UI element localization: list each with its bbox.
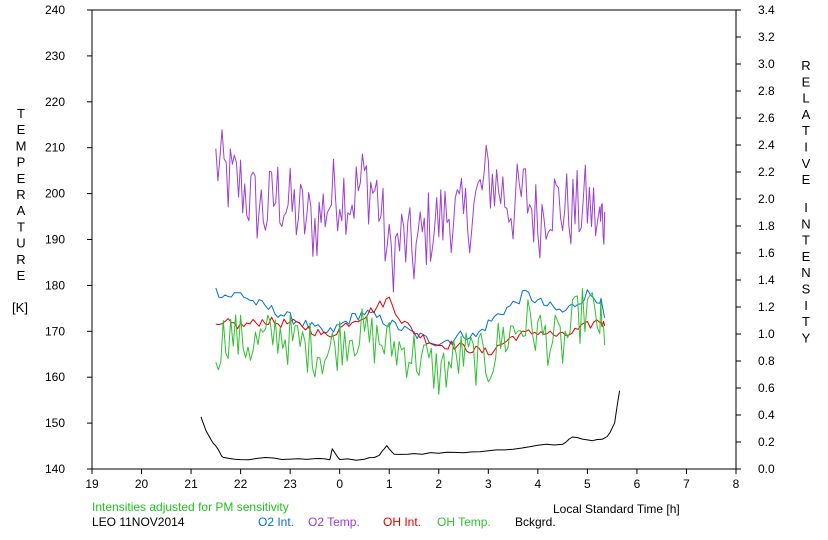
y-right-title-letter: S	[802, 282, 811, 297]
y-left-tick-label: 180	[45, 278, 65, 292]
x-tick-label: 20	[135, 477, 149, 491]
x-tick-label: 0	[336, 477, 343, 491]
y-right-title-letter: E	[802, 74, 811, 89]
x-tick-label: 2	[435, 477, 442, 491]
x-tick-label: 19	[85, 477, 99, 491]
plot-frame	[91, 9, 737, 470]
x-tick-label: 6	[634, 477, 641, 491]
y-right-title-letter: T	[802, 233, 810, 248]
y-left-title-letter: R	[16, 252, 25, 267]
y-right-title-letter: T	[802, 314, 810, 329]
legend-oh-int: OH Int.	[383, 515, 421, 529]
y-left-title-letter: T	[17, 106, 25, 121]
y-left-tick-label: 160	[45, 370, 65, 384]
y-right-tick-label: 2.2	[758, 165, 775, 179]
series-line-o2-temp	[215, 129, 606, 293]
y-left-title-letter: E	[17, 268, 26, 283]
y-right-title-letter: A	[802, 107, 811, 122]
legend-bckgrd: Bckgrd.	[515, 515, 556, 529]
y-right-title-letter: N	[801, 265, 810, 280]
x-tick-label: 5	[584, 477, 591, 491]
y-right-tick-label: 2.8	[758, 84, 775, 98]
y-left-tick-label: 170	[45, 324, 65, 338]
y-left-tick-label: 150	[45, 416, 65, 430]
y-left-title-letter: E	[17, 122, 26, 137]
y-left-title-letter: M	[16, 138, 27, 153]
y-left-title-letter: U	[16, 236, 25, 251]
series-line-oh-temp	[215, 288, 606, 395]
series-line-o2-int	[215, 287, 606, 347]
y-left-tick-label: 210	[45, 141, 65, 155]
y-right-tick-label: 3.2	[758, 30, 775, 44]
axes-layer: 19 20 21 22 23 0 1 2 3 4 5 6 7 8140150160170180190200…	[45, 3, 775, 491]
y-left-title-letter: E	[17, 171, 26, 186]
y-right-tick-label: 3.0	[758, 57, 775, 71]
y-right-tick-label: 1.8	[758, 219, 775, 233]
y-right-title-letter: N	[801, 216, 810, 231]
x-tick-label: 23	[283, 477, 297, 491]
y-right-title-letter: V	[802, 156, 811, 171]
legend-o2-temp: O2 Temp.	[308, 515, 360, 529]
y-right-tick-label: 2.6	[758, 111, 775, 125]
y-left-tick-label: 220	[45, 95, 65, 109]
x-tick-label: 1	[386, 477, 393, 491]
y-right-title-letter: L	[802, 91, 809, 106]
y-right-title-letter: E	[802, 249, 811, 264]
series-line-bckgrd	[200, 390, 621, 461]
x-tick-label: 7	[683, 477, 690, 491]
y-right-tick-label: 0.8	[758, 354, 775, 368]
y-right-tick-label: 1.6	[758, 246, 775, 260]
y-unit-left: [K]	[12, 300, 28, 315]
x-tick-label: 4	[535, 477, 542, 491]
y-right-tick-label: 2.0	[758, 192, 775, 206]
x-tick-label: 3	[485, 477, 492, 491]
y-right-tick-label: 0.0	[758, 462, 775, 476]
y-right-title-letter: I	[804, 298, 808, 313]
legend-oh-temp: OH Temp.	[437, 515, 491, 529]
note-text: Intensities adjusted for PM sensitivity	[92, 500, 289, 514]
y-right-tick-label: 0.2	[758, 435, 775, 449]
y-right-title-letter: I	[804, 140, 808, 155]
y-left-tick-label: 240	[45, 3, 65, 17]
y-right-tick-label: 0.4	[758, 408, 775, 422]
y-right-title-letter: T	[802, 123, 810, 138]
y-left-title-letter: A	[17, 203, 26, 218]
y-right-tick-label: 0.6	[758, 381, 775, 395]
x-tick-label: 8	[733, 477, 740, 491]
y-left-tick-label: 200	[45, 187, 65, 201]
y-right-tick-label: 1.4	[758, 273, 775, 287]
y-right-tick-label: 1.0	[758, 327, 775, 341]
x-tick-label: 22	[234, 477, 248, 491]
y-right-title-letter: Y	[802, 330, 811, 345]
y-left-title-letter: T	[17, 219, 25, 234]
y-left-tick-label: 140	[45, 462, 65, 476]
y-right-tick-label: 3.4	[758, 3, 775, 17]
y-left-title-letter: R	[16, 187, 25, 202]
y-left-title-letter: P	[17, 155, 26, 170]
series-layer	[200, 129, 621, 461]
y-right-title-letter: R	[801, 58, 810, 73]
x-axis-title: Local Standard Time [h]	[553, 502, 680, 516]
y-right-tick-label: 1.2	[758, 300, 775, 314]
legend-o2-int: O2 Int.	[258, 515, 294, 529]
y-right-title-letter: I	[804, 200, 808, 215]
station-label: LEO 11NOV2014	[92, 515, 185, 529]
y-right-title-letter: E	[802, 172, 811, 187]
y-left-tick-label: 230	[45, 49, 65, 63]
y-right-tick-label: 2.4	[758, 138, 775, 152]
y-left-tick-label: 190	[45, 233, 65, 247]
x-tick-label: 21	[184, 477, 198, 491]
